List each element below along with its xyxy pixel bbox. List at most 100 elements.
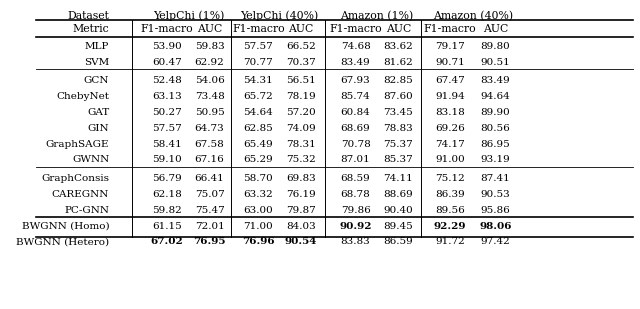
Text: 67.02: 67.02	[150, 238, 183, 247]
Text: 95.86: 95.86	[481, 205, 511, 215]
Text: 63.32: 63.32	[243, 190, 273, 199]
Text: 63.13: 63.13	[152, 92, 182, 101]
Text: 54.06: 54.06	[195, 76, 225, 85]
Text: 79.87: 79.87	[286, 205, 316, 215]
Text: 90.40: 90.40	[383, 205, 413, 215]
Text: 59.83: 59.83	[195, 42, 225, 51]
Text: 72.01: 72.01	[195, 222, 225, 231]
Text: 67.16: 67.16	[195, 155, 225, 164]
Text: 89.90: 89.90	[481, 108, 511, 117]
Text: GCN: GCN	[84, 76, 109, 85]
Text: 68.78: 68.78	[340, 190, 371, 199]
Text: 68.69: 68.69	[340, 124, 371, 133]
Text: 65.49: 65.49	[243, 140, 273, 149]
Text: 66.52: 66.52	[286, 42, 316, 51]
Text: 89.80: 89.80	[481, 42, 511, 51]
Text: 54.31: 54.31	[243, 76, 273, 85]
Text: 84.03: 84.03	[286, 222, 316, 231]
Text: 83.62: 83.62	[383, 42, 413, 51]
Text: 92.29: 92.29	[434, 222, 466, 231]
Text: 98.06: 98.06	[479, 222, 512, 231]
Text: 88.69: 88.69	[383, 190, 413, 199]
Text: 86.59: 86.59	[383, 238, 413, 247]
Text: 67.93: 67.93	[340, 76, 371, 85]
Text: 86.39: 86.39	[435, 190, 465, 199]
Text: Amazon (1%): Amazon (1%)	[340, 11, 413, 21]
Text: F1-macro: F1-macro	[424, 24, 476, 34]
Text: 52.48: 52.48	[152, 76, 182, 85]
Text: 93.19: 93.19	[481, 155, 511, 164]
Text: 56.79: 56.79	[152, 174, 182, 183]
Text: 58.41: 58.41	[152, 140, 182, 149]
Text: BWGNN (Homo): BWGNN (Homo)	[22, 222, 109, 231]
Text: GAT: GAT	[87, 108, 109, 117]
Text: 75.32: 75.32	[286, 155, 316, 164]
Text: 65.29: 65.29	[243, 155, 273, 164]
Text: 85.37: 85.37	[383, 155, 413, 164]
Text: 66.41: 66.41	[195, 174, 225, 183]
Text: 56.51: 56.51	[286, 76, 316, 85]
Text: 79.17: 79.17	[435, 42, 465, 51]
Text: GWNN: GWNN	[72, 155, 109, 164]
Text: AUC: AUC	[197, 24, 222, 34]
Text: ChebyNet: ChebyNet	[56, 92, 109, 101]
Text: F1-macro: F1-macro	[330, 24, 382, 34]
Text: 62.18: 62.18	[152, 190, 182, 199]
Text: 89.56: 89.56	[435, 205, 465, 215]
Text: 57.57: 57.57	[152, 124, 182, 133]
Text: 67.47: 67.47	[435, 76, 465, 85]
Text: 91.00: 91.00	[435, 155, 465, 164]
Text: 60.84: 60.84	[340, 108, 371, 117]
Text: 78.19: 78.19	[286, 92, 316, 101]
Text: 91.94: 91.94	[435, 92, 465, 101]
Text: 90.92: 90.92	[339, 222, 372, 231]
Text: 53.90: 53.90	[152, 42, 182, 51]
Text: 75.47: 75.47	[195, 205, 225, 215]
Text: 74.17: 74.17	[435, 140, 465, 149]
Text: 86.95: 86.95	[481, 140, 511, 149]
Text: 87.01: 87.01	[340, 155, 371, 164]
Text: Metric: Metric	[72, 24, 109, 34]
Text: 59.10: 59.10	[152, 155, 182, 164]
Text: 57.57: 57.57	[243, 42, 273, 51]
Text: 54.64: 54.64	[243, 108, 273, 117]
Text: 68.59: 68.59	[340, 174, 371, 183]
Text: 91.72: 91.72	[435, 238, 465, 247]
Text: BWGNN (Hetero): BWGNN (Hetero)	[16, 238, 109, 247]
Text: 74.68: 74.68	[340, 42, 371, 51]
Text: Amazon (40%): Amazon (40%)	[433, 11, 513, 21]
Text: 90.51: 90.51	[481, 57, 511, 66]
Text: 78.83: 78.83	[383, 124, 413, 133]
Text: 81.62: 81.62	[383, 57, 413, 66]
Text: 75.12: 75.12	[435, 174, 465, 183]
Text: F1-macro: F1-macro	[141, 24, 193, 34]
Text: F1-macro: F1-macro	[232, 24, 285, 34]
Text: YelpChi (1%): YelpChi (1%)	[152, 11, 224, 21]
Text: 90.54: 90.54	[285, 238, 317, 247]
Text: 76.19: 76.19	[286, 190, 316, 199]
Text: 94.64: 94.64	[481, 92, 511, 101]
Text: 59.82: 59.82	[152, 205, 182, 215]
Text: 80.56: 80.56	[481, 124, 511, 133]
Text: 89.45: 89.45	[383, 222, 413, 231]
Text: GraphConsis: GraphConsis	[41, 174, 109, 183]
Text: 90.53: 90.53	[481, 190, 511, 199]
Text: 67.58: 67.58	[195, 140, 225, 149]
Text: 78.31: 78.31	[286, 140, 316, 149]
Text: GIN: GIN	[88, 124, 109, 133]
Text: 87.60: 87.60	[383, 92, 413, 101]
Text: 83.49: 83.49	[340, 57, 371, 66]
Text: 60.47: 60.47	[152, 57, 182, 66]
Text: 83.49: 83.49	[481, 76, 511, 85]
Text: 79.86: 79.86	[340, 205, 371, 215]
Text: AUC: AUC	[385, 24, 411, 34]
Text: 76.95: 76.95	[193, 238, 226, 247]
Text: 76.96: 76.96	[242, 238, 275, 247]
Text: 57.20: 57.20	[286, 108, 316, 117]
Text: 83.83: 83.83	[340, 238, 371, 247]
Text: 85.74: 85.74	[340, 92, 371, 101]
Text: 87.41: 87.41	[481, 174, 511, 183]
Text: 62.92: 62.92	[195, 57, 225, 66]
Text: GraphSAGE: GraphSAGE	[45, 140, 109, 149]
Text: 70.37: 70.37	[286, 57, 316, 66]
